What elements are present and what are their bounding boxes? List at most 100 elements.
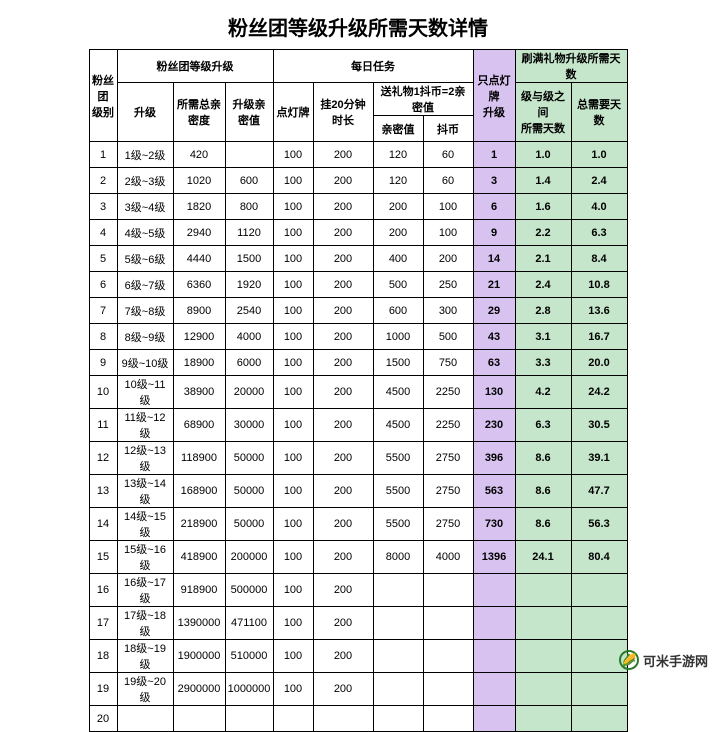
cell-d1: 3.3 <box>515 350 571 376</box>
cell-hang: 200 <box>313 298 373 324</box>
cell-idx: 3 <box>89 194 117 220</box>
cell-hang: 200 <box>313 541 373 574</box>
cell-lvl: 3级~4级 <box>117 194 173 220</box>
cell-lvl: 11级~12级 <box>117 409 173 442</box>
cell-gint: 200 <box>373 220 423 246</box>
cell-need: 218900 <box>173 508 225 541</box>
cell-lvl: 2级~3级 <box>117 168 173 194</box>
cell-d2: 4.0 <box>571 194 627 220</box>
cell-d2: 13.6 <box>571 298 627 324</box>
cell-upint: 50000 <box>225 475 273 508</box>
cell-lamp: 100 <box>273 220 313 246</box>
cell-lvl: 10级~11级 <box>117 376 173 409</box>
cell-d1 <box>515 673 571 706</box>
th-days-between: 级与级之间 所需天数 <box>515 83 571 142</box>
cell-only: 563 <box>473 475 515 508</box>
cell-gint: 200 <box>373 194 423 220</box>
cell-only <box>473 607 515 640</box>
cell-idx: 1 <box>89 142 117 168</box>
cell-lvl: 4级~5级 <box>117 220 173 246</box>
watermark-text: 可米手游网 <box>643 651 708 670</box>
cell-gint: 5500 <box>373 442 423 475</box>
cell-only: 230 <box>473 409 515 442</box>
table-row: 20 <box>89 706 627 732</box>
cell-gint: 5500 <box>373 508 423 541</box>
table-row: 66级~7级63601920100200500250212.410.8 <box>89 272 627 298</box>
cell-only: 14 <box>473 246 515 272</box>
cell-gcoin: 2750 <box>423 475 473 508</box>
cell-upint: 1120 <box>225 220 273 246</box>
cell-gint <box>373 706 423 732</box>
table-row: 22级~3级10206001002001206031.42.4 <box>89 168 627 194</box>
cell-idx: 12 <box>89 442 117 475</box>
cell-need: 68900 <box>173 409 225 442</box>
cell-need: 918900 <box>173 574 225 607</box>
cell-idx: 11 <box>89 409 117 442</box>
cell-hang: 200 <box>313 350 373 376</box>
table-row: 1313级~14级16890050000100200550027505638.6… <box>89 475 627 508</box>
table-row: 11级~2级4201002001206011.01.0 <box>89 142 627 168</box>
cell-upint: 1500 <box>225 246 273 272</box>
cell-d1: 1.4 <box>515 168 571 194</box>
cell-idx: 7 <box>89 298 117 324</box>
cell-gcoin: 2250 <box>423 409 473 442</box>
cell-need: 118900 <box>173 442 225 475</box>
cell-gint: 120 <box>373 142 423 168</box>
cell-d2: 2.4 <box>571 168 627 194</box>
cell-d2: 20.0 <box>571 350 627 376</box>
cell-idx: 8 <box>89 324 117 350</box>
page-title: 粉丝团等级升级所需天数详情 <box>0 0 716 49</box>
cell-idx: 14 <box>89 508 117 541</box>
cell-d1 <box>515 640 571 673</box>
cell-only: 63 <box>473 350 515 376</box>
cell-gcoin <box>423 574 473 607</box>
cell-lamp: 100 <box>273 298 313 324</box>
cell-need: 1820 <box>173 194 225 220</box>
cell-upint <box>225 142 273 168</box>
cell-upint: 1000000 <box>225 673 273 706</box>
cell-idx: 18 <box>89 640 117 673</box>
th-upgrade-lvl: 升级 <box>117 83 173 142</box>
cell-upint: 50000 <box>225 508 273 541</box>
cell-gint <box>373 640 423 673</box>
cell-only: 730 <box>473 508 515 541</box>
cell-d1: 3.1 <box>515 324 571 350</box>
table-row: 55级~6级44401500100200400200142.18.4 <box>89 246 627 272</box>
cell-lamp: 100 <box>273 272 313 298</box>
table-row: 99级~10级1890060001002001500750633.320.0 <box>89 350 627 376</box>
cell-lamp: 100 <box>273 541 313 574</box>
corn-icon: 🌽 <box>619 650 639 670</box>
cell-gcoin <box>423 673 473 706</box>
cell-hang: 200 <box>313 194 373 220</box>
cell-lvl: 7级~8级 <box>117 298 173 324</box>
cell-hang: 200 <box>313 475 373 508</box>
cell-idx: 2 <box>89 168 117 194</box>
cell-idx: 4 <box>89 220 117 246</box>
table-row: 44级~5级2940112010020020010092.26.3 <box>89 220 627 246</box>
cell-lvl: 13级~14级 <box>117 475 173 508</box>
cell-need: 4440 <box>173 246 225 272</box>
cell-d1: 2.4 <box>515 272 571 298</box>
cell-upint: 200000 <box>225 541 273 574</box>
cell-lamp: 100 <box>273 168 313 194</box>
cell-lvl: 16级~17级 <box>117 574 173 607</box>
cell-only: 21 <box>473 272 515 298</box>
cell-need: 38900 <box>173 376 225 409</box>
cell-upint: 800 <box>225 194 273 220</box>
th-gift-coin: 抖币 <box>423 116 473 142</box>
cell-d2: 10.8 <box>571 272 627 298</box>
cell-d2: 39.1 <box>571 442 627 475</box>
cell-only <box>473 640 515 673</box>
cell-upint: 6000 <box>225 350 273 376</box>
cell-upint: 50000 <box>225 442 273 475</box>
cell-lamp <box>273 706 313 732</box>
table-row: 1010级~11级3890020000100200450022501304.22… <box>89 376 627 409</box>
table-row: 1919级~20级29000001000000100200 <box>89 673 627 706</box>
cell-need: 168900 <box>173 475 225 508</box>
cell-need: 12900 <box>173 324 225 350</box>
table-row: 77级~8级89002540100200600300292.813.6 <box>89 298 627 324</box>
cell-idx: 5 <box>89 246 117 272</box>
cell-lvl <box>117 706 173 732</box>
cell-gint: 8000 <box>373 541 423 574</box>
cell-d2 <box>571 607 627 640</box>
